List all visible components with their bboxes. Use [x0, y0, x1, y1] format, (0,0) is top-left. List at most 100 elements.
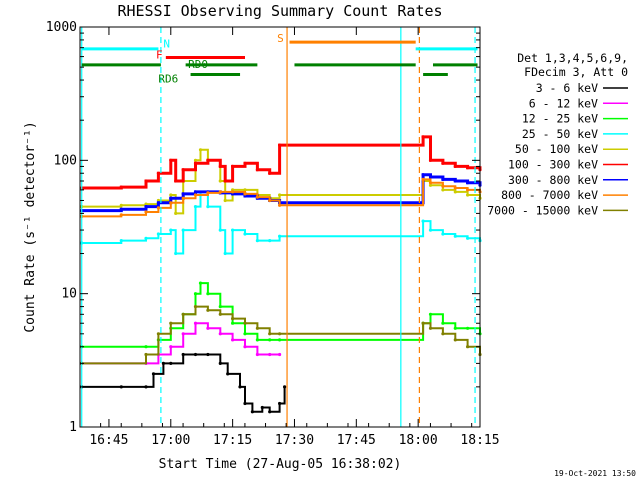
series-line-3: [81, 194, 481, 255]
y-tick-label-3: 1000: [46, 20, 77, 35]
series-4-point-1: [119, 203, 123, 207]
series-7-point-11: [255, 195, 259, 199]
series-2-point-13: [278, 338, 282, 342]
series-0-point-2: [144, 385, 148, 389]
series-3-point-6: [181, 228, 185, 232]
series-2-point-16: [441, 321, 445, 325]
series-7-point-7: [206, 191, 210, 195]
series-8-point-15: [441, 332, 445, 336]
legend-header-1: FDecim 3, Att 0: [524, 65, 628, 79]
series-7-point-13: [278, 203, 282, 207]
legend-entry-3: 25 - 50 keV: [522, 127, 598, 141]
series-7-point-12: [268, 198, 272, 203]
series-3-point-16: [278, 234, 282, 238]
series-7-point-2: [144, 210, 148, 214]
legend-entry-5: 100 - 300 keV: [508, 158, 598, 172]
legend-entry-1: 6 - 12 keV: [529, 96, 598, 110]
series-4-point-3: [156, 198, 160, 203]
series-0-point-11: [238, 385, 242, 389]
series-7-point-1: [119, 213, 123, 217]
legend-entry-6: 300 - 800 keV: [508, 173, 598, 187]
y-tick-label-0: 1: [69, 420, 77, 435]
series-8-point-5: [193, 305, 198, 309]
series-0-point-10: [226, 372, 230, 376]
legend-entry-7: 800 - 7000 keV: [501, 188, 598, 202]
y-tick-label-1: 10: [61, 287, 77, 302]
series-5-point-3: [156, 171, 160, 175]
segment-label-0: N: [163, 38, 170, 51]
series-2-point-1: [144, 345, 148, 349]
series-6-point-16: [441, 177, 445, 181]
series-7-point-15: [428, 181, 433, 185]
series-8-point-12: [278, 332, 282, 336]
series-5-point-12: [243, 161, 247, 165]
series-7-point-8: [218, 190, 222, 194]
segment-label-4: RD6: [158, 73, 178, 86]
series-6-point-17: [453, 179, 457, 183]
series-0-point-12: [243, 401, 247, 406]
series-4-point-16: [278, 193, 282, 197]
legend: Det 1,3,4,5,6,9,FDecim 3, Att 0 3 - 6 keV…: [487, 51, 628, 217]
series-4-point-5: [174, 211, 178, 215]
series-7-point-16: [441, 184, 445, 188]
series-1-point-4: [181, 332, 185, 336]
series-3-point-1: [119, 239, 123, 243]
series-8-point-14: [428, 326, 433, 330]
series-1-point-8: [231, 338, 235, 342]
x-tick-label-4: 17:45: [337, 433, 376, 448]
segment-label-2: S: [277, 32, 284, 45]
series-8-point-8: [231, 317, 235, 321]
series-1-point-7: [218, 332, 222, 336]
series-0-point-16: [278, 401, 282, 406]
series-6-point-15: [428, 175, 433, 179]
series-8-point-16: [453, 338, 457, 342]
series-3-point-12: [231, 228, 235, 232]
series-2-point-17: [453, 326, 457, 330]
segment-label-3: RD0: [188, 58, 208, 71]
series-4-point-10: [218, 179, 222, 183]
series-1-point-6: [206, 326, 210, 330]
axis-layer: 1 10 100 1000 16:45 17:00 17:15 17:30 17:45 18:00…: [46, 20, 500, 448]
series-4-point-4: [169, 193, 173, 197]
series-8-point-4: [181, 312, 185, 316]
series-4-point-13: [243, 188, 247, 192]
series-7-point-18: [466, 188, 470, 192]
series-7-point-9: [231, 190, 235, 194]
series-3-point-3: [156, 232, 160, 236]
legend-header-0: Det 1,3,4,5,6,9,: [517, 51, 628, 65]
legend-entry-8: 7000 - 15000 keV: [487, 203, 598, 217]
series-5-point-10: [223, 179, 227, 183]
series-0-point-3: [151, 372, 156, 376]
series-1-point-11: [268, 352, 272, 357]
series-1-point-5: [193, 321, 198, 325]
series-1-point-12: [278, 352, 282, 357]
x-tick-label-3: 17:30: [275, 433, 314, 448]
series-8-point-2: [156, 332, 160, 336]
series-0-point-4: [161, 361, 165, 365]
series-1-point-9: [243, 345, 247, 349]
series-line-0: [81, 353, 286, 413]
series-6-point-4: [169, 196, 173, 200]
series-5-point-17: [428, 158, 433, 162]
series-2-point-12: [268, 338, 272, 342]
series-6-point-2: [144, 205, 148, 209]
series-8-point-11: [268, 332, 272, 336]
series-5-point-13: [255, 168, 259, 172]
series-0-point-17: [283, 385, 287, 389]
series-2-point-18: [466, 326, 470, 330]
series-layer: [80, 135, 482, 414]
series-4-point-20: [453, 190, 457, 194]
legend-entry-4: 50 - 100 keV: [515, 142, 598, 156]
series-5-point-6: [181, 168, 185, 172]
series-3-point-18: [428, 228, 433, 232]
series-6-point-18: [466, 181, 470, 185]
series-4-point-21: [466, 193, 470, 197]
series-8-point-17: [466, 345, 470, 349]
series-5-point-4: [169, 158, 173, 162]
series-7-point-14: [421, 177, 425, 181]
series-3-point-4: [169, 228, 173, 232]
series-8-point-3: [169, 321, 173, 325]
series-7-point-6: [193, 193, 198, 197]
chart-title: RHESSI Observing Summary Count Rates: [117, 2, 442, 20]
